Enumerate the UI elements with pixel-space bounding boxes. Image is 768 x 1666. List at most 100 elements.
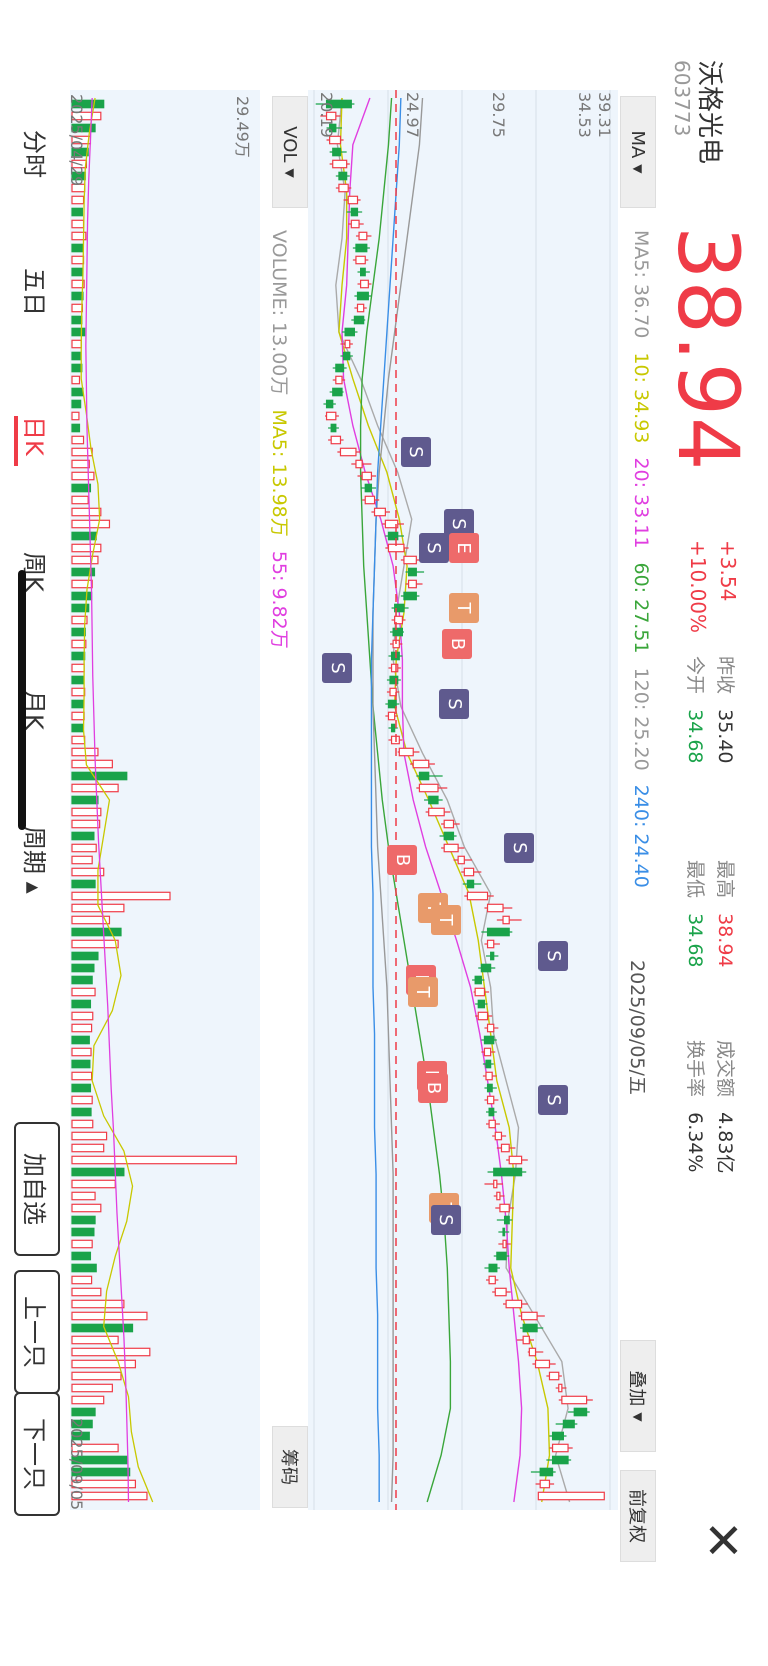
volume-bar [71, 267, 83, 277]
prev-stock-button[interactable]: 上一只 [14, 1270, 60, 1394]
candle-body [394, 603, 405, 613]
signal-marker-sell[interactable]: S [400, 437, 431, 467]
candle-body [486, 927, 510, 937]
candle-body [474, 987, 486, 997]
candle-body [325, 111, 337, 121]
adjust-label: 前复权 [626, 1489, 647, 1543]
signal-marker-sell[interactable]: S [418, 533, 449, 563]
adjust-button[interactable]: 前复权 [620, 1470, 656, 1562]
volume-bar [71, 615, 88, 625]
candle-body [494, 1287, 507, 1297]
chips-button[interactable]: 筹码 [272, 1426, 308, 1508]
tab-five-day[interactable]: 五日 [20, 268, 48, 316]
candle-body [356, 303, 365, 313]
candlestick-chart[interactable] [308, 90, 618, 1510]
volume-bar [71, 939, 119, 949]
volume-bar [71, 1443, 119, 1453]
signal-marker-t[interactable]: T [448, 593, 479, 623]
volume-bar [71, 1059, 91, 1069]
close-icon[interactable]: ✕ [694, 1520, 750, 1561]
price-change-pct: +10.00% [686, 540, 710, 634]
signal-marker-buy[interactable]: B [387, 845, 418, 875]
candle-body [503, 1215, 510, 1225]
candle-body [394, 615, 403, 625]
candle-body [387, 699, 397, 709]
volume-bar [71, 579, 93, 589]
volume-bar [71, 735, 86, 745]
volume-bar [71, 1323, 134, 1333]
volume-bar [71, 111, 102, 121]
volume-bar [71, 327, 86, 337]
indicator-select[interactable]: MA ▼ [620, 96, 656, 208]
volume-ma-line [80, 97, 154, 1503]
signal-marker-buy[interactable]: B [418, 1073, 449, 1103]
candle-body [505, 1299, 523, 1309]
candle-body [384, 519, 399, 529]
candle-body [551, 1443, 569, 1453]
volume-bar [71, 351, 81, 361]
candle-body [490, 951, 495, 961]
signal-marker-buy[interactable]: E [448, 533, 479, 563]
stat-low: 最低 34.68 [683, 860, 710, 968]
candle-body [325, 411, 337, 421]
volume-bar [71, 423, 81, 433]
volume-ma-lines [80, 97, 154, 1503]
overlay-select[interactable]: 叠加 ▼ [620, 1340, 656, 1452]
candle-body [350, 207, 359, 217]
volume-bar [71, 1407, 96, 1417]
stat-label: 最高 [714, 860, 736, 899]
signal-marker-sell[interactable]: S [504, 833, 535, 863]
candle-body [339, 447, 357, 457]
signal-marker-sell[interactable]: S [430, 1205, 461, 1235]
price-change: +3.54 [716, 540, 740, 602]
volume-bar [71, 1383, 113, 1393]
tab-intraday[interactable]: 分时 [20, 130, 48, 178]
candle-body [338, 183, 349, 193]
candle-body [387, 711, 396, 721]
signal-marker-t[interactable]: T [430, 905, 461, 935]
candle-body [488, 1119, 496, 1129]
signal-marker-sell[interactable]: S [439, 689, 470, 719]
candle-body [488, 1107, 495, 1117]
stat-turnover-rate: 换手率 6.34% [683, 1040, 710, 1172]
signal-marker-buy[interactable]: B [442, 629, 473, 659]
candle-body [364, 495, 376, 505]
tab-daily-k[interactable]: 日K [20, 416, 48, 456]
volume-bar [71, 1359, 137, 1369]
candle-body [496, 1251, 507, 1261]
candle-body [418, 771, 430, 781]
volume-bar [71, 891, 171, 901]
candle-body [488, 1275, 496, 1285]
volume-bar [71, 687, 86, 697]
candle-body [407, 579, 417, 589]
indicator-label: MA [627, 130, 649, 159]
vol-indicator-select[interactable]: VOL ▼ [272, 96, 308, 208]
candle-body [496, 1191, 501, 1201]
volume-legend: VOLUME: 13.00万 MA5: 13.98万 55: 9.82万 [267, 230, 294, 657]
candle-body [474, 975, 482, 985]
ma5-value: MA5: 36.70 [630, 230, 652, 339]
candle-body [350, 219, 360, 229]
candle-body [332, 159, 348, 169]
signal-marker-sell[interactable]: S [538, 1085, 569, 1115]
candle-body [347, 195, 359, 205]
ma-line-ma240 [370, 97, 402, 1502]
candle-body [364, 483, 373, 493]
candle-body [502, 1227, 506, 1237]
candle-body [539, 1479, 551, 1489]
volume-bar [71, 831, 95, 841]
volume-bar [71, 1083, 92, 1093]
candle-body [486, 939, 495, 949]
add-watchlist-button[interactable]: 加自选 [14, 1122, 60, 1256]
tab-period[interactable]: 周期 ▴ [20, 826, 48, 894]
overlay-label: 叠加 [626, 1370, 647, 1407]
next-stock-button[interactable]: 下一只 [14, 1392, 60, 1516]
date-axis-start: 2025/04/29 [67, 94, 86, 187]
signal-marker-sell[interactable]: S [538, 941, 569, 971]
signal-markers: SSESTBSSSBTTSETBBSTS [308, 90, 618, 1510]
volume-bar [71, 483, 92, 493]
volume-bar [71, 195, 85, 205]
candle-body [534, 1359, 551, 1369]
signal-marker-sell[interactable]: S [322, 653, 353, 683]
signal-marker-t[interactable]: T [407, 977, 438, 1007]
